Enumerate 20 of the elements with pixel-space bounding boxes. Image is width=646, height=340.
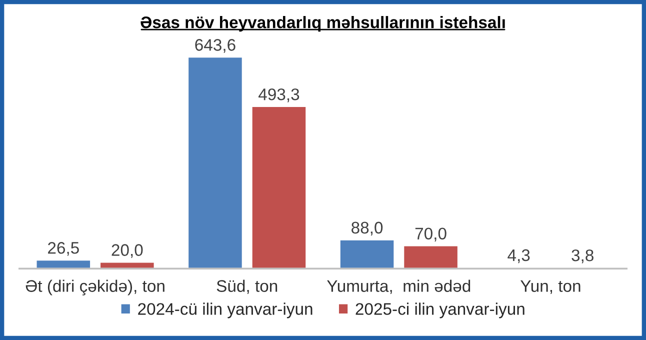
bar <box>187 56 244 269</box>
bar <box>339 238 396 269</box>
data-label: 20,0 <box>112 244 143 258</box>
data-label: 70,0 <box>415 228 446 242</box>
data-label: 493,3 <box>258 88 300 102</box>
x-tick-label: Ət (diri çəkidə), ton <box>26 280 164 296</box>
data-label: 3,8 <box>572 249 594 264</box>
legend-label: 2025-ci ilin yanvar-iyun <box>356 302 524 318</box>
bar <box>402 244 459 269</box>
legend-label: 2024-cü ilin yanvar-iyun <box>138 302 312 318</box>
data-label: 643,6 <box>195 39 236 53</box>
data-label: 4,3 <box>508 249 530 264</box>
data-label: 26,5 <box>48 242 79 256</box>
bar <box>250 106 307 269</box>
bar <box>35 259 92 269</box>
x-tick-label: Yumurta, min ədəd <box>327 280 470 294</box>
chart-title: Əsas növ heyvandarlıq məhsullarının istehsalı <box>140 16 505 32</box>
x-tick-label: Yun, ton <box>520 280 580 294</box>
data-label: 88,0 <box>352 222 383 236</box>
x-tick-label: Süd, ton <box>216 280 278 294</box>
